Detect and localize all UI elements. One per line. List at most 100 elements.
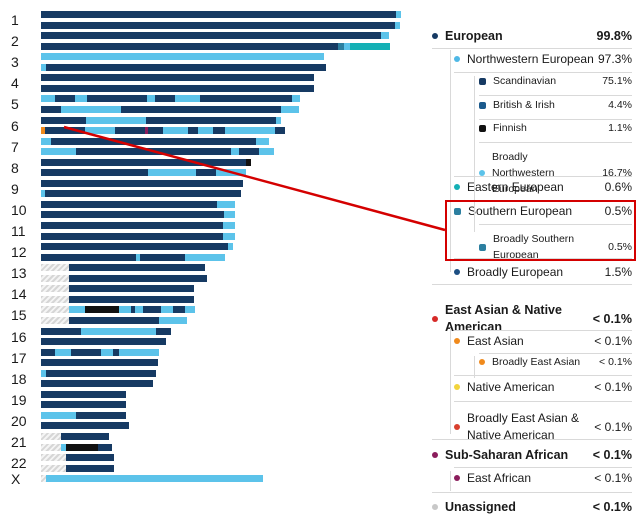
chromosome-3-strand (41, 53, 324, 60)
ancestry-segment (69, 317, 159, 324)
ancestry-segment (61, 433, 109, 440)
divider (479, 224, 632, 225)
chromosome-1-strand (41, 11, 401, 18)
chromosome-label: X (11, 471, 21, 487)
legend-row-scandinavian[interactable]: Scandinavian 75.1% (479, 75, 632, 87)
color-swatch-icon (454, 269, 460, 275)
legend-row-sub-saharan-african[interactable]: Sub-Saharan African < 0.1% (432, 448, 632, 462)
ancestry-segment (46, 370, 156, 377)
legend-row-broadly-northwestern-european[interactable]: Broadly Northwestern European 16.7% (479, 149, 632, 197)
tree-line (474, 76, 475, 232)
chromosome-21-strand (41, 433, 109, 440)
chromosome-label: 4 (11, 75, 19, 91)
ancestry-segment (216, 169, 246, 176)
ancestry-segment (344, 43, 350, 50)
divider (479, 95, 632, 96)
legend-row-broadly-european[interactable]: Broadly European 1.5% (454, 265, 632, 279)
divider (454, 467, 632, 468)
unassigned-segment (41, 275, 69, 282)
divider (454, 176, 632, 177)
chromosome-10-strand (41, 211, 235, 218)
ancestry-segment (41, 11, 396, 18)
legend-row-finnish[interactable]: Finnish 1.1% (479, 122, 632, 134)
chromosome-label: 11 (11, 223, 26, 239)
divider (479, 142, 632, 143)
ancestry-segment (51, 138, 256, 145)
ancestry-segment (115, 127, 145, 134)
ancestry-segment (41, 391, 126, 398)
ancestry-segment (256, 138, 269, 145)
ancestry-segment (41, 43, 338, 50)
ancestry-segment (196, 169, 216, 176)
ancestry-segment (41, 233, 223, 240)
legend-percentage: 97.3% (597, 52, 632, 66)
ancestry-segment (41, 106, 61, 113)
unassigned-segment (41, 444, 61, 451)
ancestry-segment (41, 138, 51, 145)
legend-row-northwestern-european[interactable]: Northwestern European 97.3% (454, 52, 632, 66)
ancestry-segment (131, 306, 135, 313)
chromosome-label: 7 (11, 139, 19, 155)
legend-row-british-irish[interactable]: British & Irish 4.4% (479, 99, 632, 111)
ancestry-segment (146, 117, 276, 124)
tree-line (450, 50, 451, 272)
chromosome-5-strand (41, 95, 300, 102)
legend-percentage: < 0.1% (592, 500, 632, 514)
legend-row-broadly-east-asian-native-american[interactable]: Broadly East Asian & Native American < 0.… (454, 410, 632, 444)
ancestry-segment (140, 254, 185, 261)
ancestry-segment (41, 254, 136, 261)
color-swatch-icon (432, 33, 438, 39)
legend-row-native-american[interactable]: Native American < 0.1% (454, 380, 632, 394)
color-swatch-icon (432, 504, 438, 510)
ancestry-segment (69, 306, 85, 313)
color-swatch-icon (479, 359, 485, 365)
legend-label: Broadly European (467, 265, 564, 279)
legend-row-unassigned[interactable]: Unassigned < 0.1% (432, 500, 632, 514)
legend-percentage: 1.5% (604, 265, 632, 279)
color-swatch-icon (479, 101, 486, 109)
chromosome-5-strand (41, 106, 299, 113)
legend-row-broadly-east-asian[interactable]: Broadly East Asian < 0.1% (479, 356, 632, 368)
legend-percentage: 4.4% (608, 99, 632, 111)
legend-percentage: < 0.1% (594, 334, 632, 348)
legend-row-european[interactable]: European 99.8% (432, 29, 632, 43)
unassigned-segment (41, 296, 69, 303)
legend-label: Finnish (493, 122, 527, 134)
chromosome-13-strand (41, 275, 207, 282)
chromosome-6-strand (41, 117, 281, 124)
divider (479, 353, 632, 354)
ancestry-segment (136, 254, 140, 261)
chromosome-label: 2 (11, 33, 19, 49)
ancestry-segment (231, 148, 239, 155)
ancestry-segment (41, 222, 223, 229)
legend-label: Sub-Saharan African (445, 448, 569, 462)
ancestry-segment (338, 43, 344, 50)
chromosome-12-strand (41, 243, 233, 250)
divider (454, 330, 632, 331)
ancestry-segment (69, 285, 194, 292)
legend-label: British & Irish (493, 99, 555, 111)
legend-label: Scandinavian (493, 75, 557, 87)
ancestry-segment (45, 127, 85, 134)
ancestry-segment (41, 148, 76, 155)
ancestry-segment (259, 148, 274, 155)
ancestry-segment (381, 32, 389, 39)
legend-percentage: < 0.1% (592, 448, 632, 462)
color-swatch-icon (432, 452, 438, 458)
chromosome-17-strand (41, 349, 159, 356)
ancestry-segment (55, 349, 71, 356)
ancestry-segment (396, 11, 401, 18)
ancestry-segment (41, 127, 45, 134)
legend-percentage: 0.5% (604, 204, 632, 218)
legend-row-east-asian[interactable]: East Asian < 0.1% (454, 334, 632, 348)
ancestry-segment (87, 95, 147, 102)
tree-line (474, 356, 475, 378)
legend-row-eastern-european[interactable]: Eastern European 0.6% (454, 180, 632, 194)
legend-row-southern-european[interactable]: Southern European 0.5% (454, 204, 632, 218)
legend-row-east-african[interactable]: East African < 0.1% (454, 471, 632, 485)
ancestry-segment (228, 243, 233, 250)
ancestry-segment (239, 148, 259, 155)
ancestry-segment (159, 317, 187, 324)
ancestry-segment (85, 306, 119, 313)
color-swatch-icon (432, 316, 438, 322)
